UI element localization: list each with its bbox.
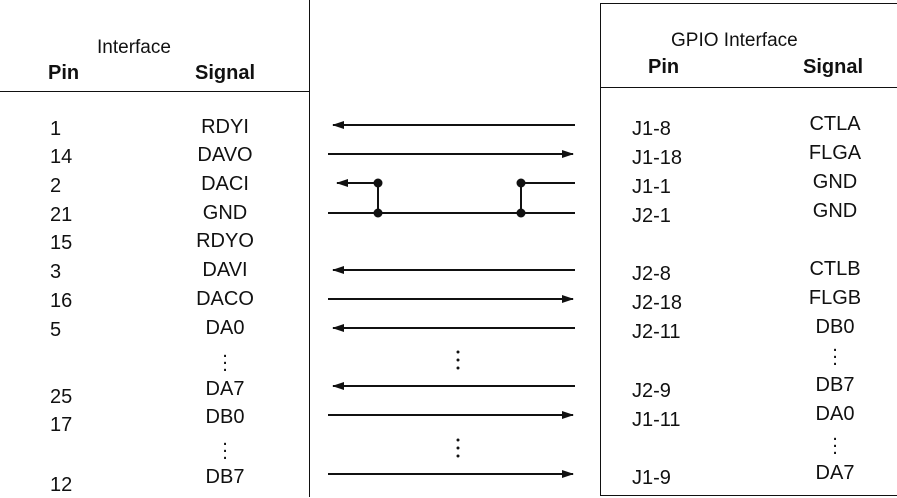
right-pin: J2-8 [632,263,671,285]
right-pin: J2-9 [632,380,671,402]
right-pin: J2-11 [632,321,681,343]
left-pin-header: Pin [48,62,80,84]
left-signal: DB7 [205,466,245,488]
left-table-title: Interface [97,37,171,58]
right-pin: J1-1 [632,176,671,198]
right-table-title: GPIO Interface [671,30,798,51]
left-pin: 16 [50,290,73,312]
junction-dot [516,208,526,218]
right-pin: J1-18 [632,147,683,169]
left-pin: 17 [50,414,73,436]
left-ellipsis-da: ... [222,340,228,376]
middle-ellipsis-dot [456,454,460,458]
left-signal-header: Signal [195,62,256,84]
junction-dot [373,208,383,218]
right-signal: FLGB [808,287,862,309]
junction-dot [516,178,526,188]
right-signal-header: Signal [803,56,864,78]
right-signal: FLGA [808,142,862,164]
left-signal: DB0 [205,406,245,428]
right-signal: DB7 [815,374,855,396]
right-signal: CTLA [809,113,861,135]
right-signal: CTLB [809,258,861,280]
left-pin: 25 [50,386,73,408]
left-header-divider [0,91,309,92]
middle-ellipsis-dot [456,446,460,450]
left-ellipsis-db: ... [222,428,228,464]
left-interface-table [0,0,310,497]
left-pin: 12 [50,474,73,496]
left-signal: DA0 [205,317,245,339]
left-signal: RDYI [201,116,249,138]
left-signal: GND [202,202,248,224]
junction-dot [373,178,383,188]
left-signal: DAVI [202,259,248,281]
middle-ellipsis-dot [456,438,460,442]
right-pin-header: Pin [648,56,680,78]
right-signal: GND [812,200,858,222]
middle-ellipsis-dot [456,366,460,370]
left-pin: 1 [50,118,62,140]
right-signal: DA0 [815,403,855,425]
left-pin: 5 [50,319,62,341]
right-ellipsis-db: ... [832,334,838,370]
middle-ellipsis-dot [456,358,460,362]
left-signal: DA7 [205,378,245,400]
right-pin: J2-18 [632,292,683,314]
right-signal: DB0 [815,316,855,338]
left-signal: DACO [196,288,254,310]
right-pin: J1-8 [632,118,671,140]
right-signal: GND [812,171,858,193]
right-header-divider [600,87,897,88]
left-pin: 15 [50,232,73,254]
right-pin: J2-1 [632,205,671,227]
left-signal: RDYO [196,230,254,252]
right-pin: J1-11 [632,409,681,431]
middle-ellipsis-dot [456,350,460,354]
left-pin: 14 [50,146,73,168]
left-signal: DAVO [197,144,253,166]
right-signal: DA7 [815,462,855,484]
left-pin: 2 [50,175,62,197]
gpio-interface-table [600,3,897,496]
left-signal: DACI [201,173,249,195]
left-pin: 21 [50,204,73,226]
left-pin: 3 [50,261,62,283]
right-pin: J1-9 [632,467,671,489]
right-ellipsis-da: ... [832,423,838,459]
